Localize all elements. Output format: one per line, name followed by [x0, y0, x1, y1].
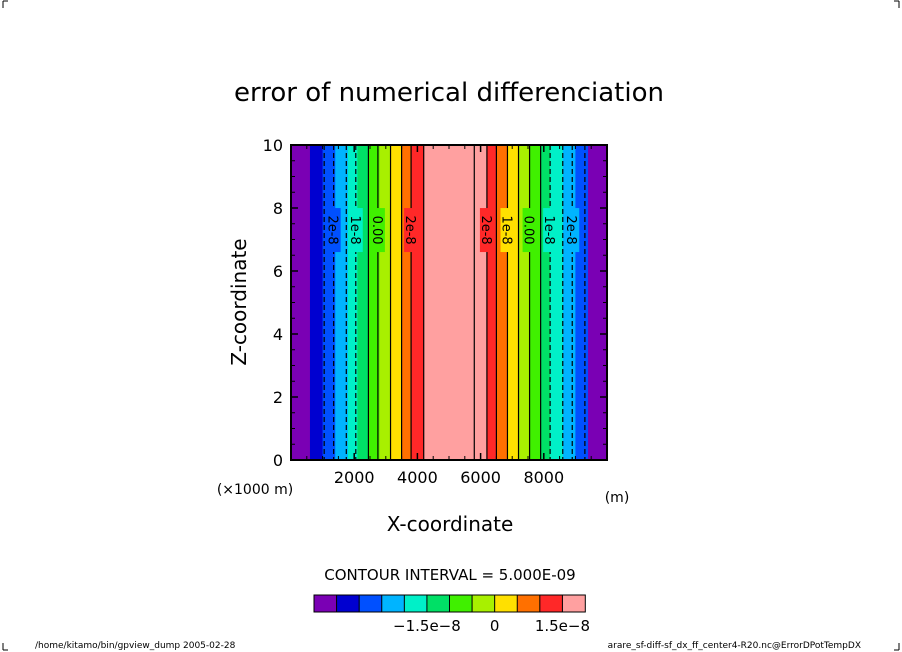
contour-label-13: 1e-8	[498, 215, 513, 244]
contour-band-1	[309, 145, 324, 460]
colorbar: −1.5e−8 0 1.5e−8	[313, 594, 590, 635]
contour-label-bg-3	[348, 208, 363, 253]
colorbar-swatch-7	[471, 594, 496, 613]
contour-label-19: 2e-8	[563, 215, 578, 244]
contour-band-7	[379, 145, 392, 460]
contour-label-11: 2e-8	[478, 215, 493, 244]
contour-label-17: 1e-8	[541, 215, 556, 244]
y-tick-label-1: 2	[273, 388, 283, 407]
chart-title: error of numerical differenciation	[234, 78, 664, 108]
contour-lines: 2e-8 1e-8 0.00 2e-8 2e-8 1e-8 0.00 1e-8 2e-8	[323, 145, 586, 460]
contour-label-bg-19	[565, 208, 580, 253]
contour-band-13	[486, 145, 497, 460]
colorbar-swatch-10	[539, 594, 564, 613]
y-tick-label-0: 0	[273, 451, 283, 470]
colorbar-swatch-6	[449, 594, 473, 613]
contour-label-bg-17	[543, 208, 558, 253]
contour-band-15	[507, 145, 520, 460]
colorbar-swatch-11	[561, 594, 586, 613]
colorbar-swatch-5	[426, 594, 451, 613]
colorbar-swatch-2	[358, 594, 383, 613]
colorbar-swatch-3	[381, 594, 406, 613]
contour-band-9	[401, 145, 412, 460]
footer-left: /home/kitamo/bin/gpview_dump 2005-02-28	[35, 641, 236, 651]
colorbar-swatch-8	[494, 594, 519, 613]
x-tick-label-3: 8000	[523, 468, 564, 487]
contour-label-bg-5	[370, 208, 385, 253]
contour-band-18	[540, 145, 551, 460]
contour-label-bg-11	[479, 208, 494, 253]
contour-band-14	[496, 145, 508, 460]
y-tick-label-2: 4	[273, 325, 283, 344]
x-axis-label: X-coordinate	[387, 512, 514, 536]
contour-band-16	[518, 145, 531, 460]
contour-band-19	[550, 145, 564, 460]
contour-label-15: 0.00	[521, 216, 536, 245]
filled-contour-bands	[291, 145, 608, 460]
contour-band-6	[368, 145, 380, 460]
footer-right: arare_sf-diff-sf_dx_ff_center4-R20.nc@Er…	[608, 641, 861, 651]
y-axis-label: Z-coordinate	[227, 238, 251, 365]
contour-label-bg-1	[326, 208, 341, 253]
x-tick-label-1: 4000	[397, 468, 438, 487]
contour-band-11	[423, 145, 475, 460]
contour-label-bg-13	[500, 208, 515, 253]
contour-label-bg-15	[522, 208, 537, 253]
colorbar-tick-label-2: 1.5e−8	[535, 617, 590, 635]
colorbar-tick-label-1: 0	[490, 617, 500, 635]
contour-label-3: 1e-8	[347, 215, 362, 244]
contour-band-10	[411, 145, 425, 460]
x-unit-label: (m)	[605, 490, 630, 506]
contour-band-12	[474, 145, 488, 460]
contour-label-5: 0.00	[369, 216, 384, 245]
contour-band-8	[390, 145, 403, 460]
contour-label-bg-8	[404, 208, 419, 253]
colorbar-swatch-9	[516, 594, 541, 613]
contour-band-0	[291, 145, 311, 460]
y-tick-label-4: 8	[273, 199, 283, 218]
contour-band-5	[357, 145, 369, 460]
colorbar-swatch-0	[313, 594, 338, 613]
contour-band-20	[562, 145, 576, 460]
colorbar-swatch-4	[403, 594, 428, 613]
contour-band-22	[588, 145, 608, 460]
contour-band-17	[529, 145, 542, 460]
x-scale-note: (×1000 m)	[217, 482, 293, 498]
contour-band-21	[575, 145, 589, 460]
x-tick-label-0: 2000	[334, 468, 375, 487]
contour-label-1: 2e-8	[325, 215, 340, 244]
contour-interval-text: CONTOUR INTERVAL = 5.000E-09	[324, 566, 575, 584]
x-tick-label-2: 6000	[460, 468, 501, 487]
y-tick-label-3: 6	[273, 262, 283, 281]
y-tick-label-5: 10	[263, 136, 283, 155]
contour-label-8: 2e-8	[402, 215, 417, 244]
colorbar-tick-label-0: −1.5e−8	[393, 617, 461, 635]
axes: 0 2 4 6 8 10 2000 4000 6000 8000	[263, 136, 608, 487]
colorbar-swatch-1	[336, 594, 360, 613]
contour-band-4	[347, 145, 358, 460]
